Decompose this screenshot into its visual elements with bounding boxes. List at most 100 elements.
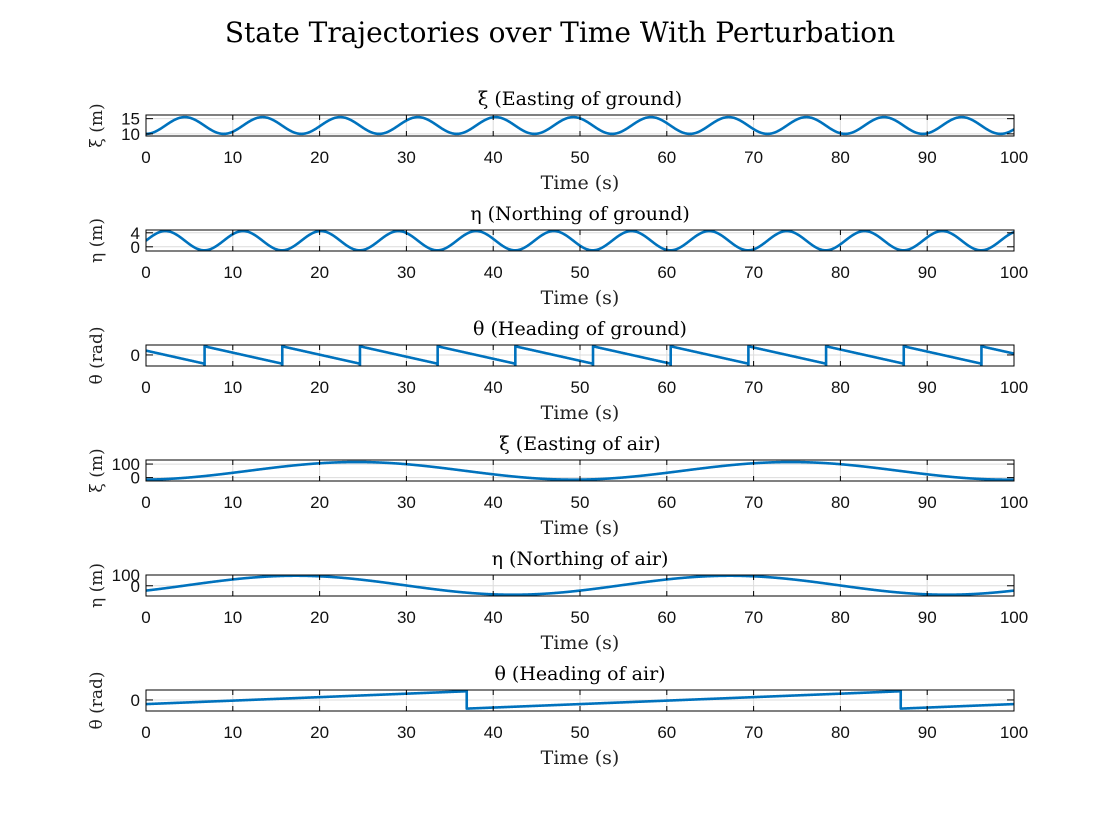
x-tick-label: 50 (571, 608, 590, 627)
x-tick-label: 20 (310, 378, 329, 397)
y-tick-label: 10 (121, 125, 140, 144)
x-tick-label: 30 (397, 378, 416, 397)
y-tick-label: 0 (131, 691, 140, 710)
subplot-title: ξ (Easting of air) (499, 433, 660, 455)
x-tick-label: 80 (831, 723, 850, 742)
x-tick-label: 70 (744, 493, 763, 512)
x-tick-label: 80 (831, 608, 850, 627)
x-tick-label: 70 (744, 148, 763, 167)
x-tick-label: 0 (141, 723, 150, 742)
x-tick-label: 80 (831, 263, 850, 282)
x-tick-label: 0 (141, 378, 150, 397)
x-tick-label: 0 (141, 493, 150, 512)
x-tick-label: 40 (484, 723, 503, 742)
subplot-title: ξ (Easting of ground) (478, 88, 682, 110)
y-tick-label: 0 (131, 469, 140, 488)
x-tick-label: 100 (1000, 493, 1028, 512)
x-tick-label: 90 (918, 148, 937, 167)
subplot-3: 0 10 20 30 40 50 60 70 80 90 100 0 θ (Heading of gro… (87, 318, 1028, 424)
x-tick-label: 70 (744, 378, 763, 397)
y-axis-label: θ (rad) (87, 326, 107, 384)
series-line (146, 690, 1014, 710)
x-tick-label: 30 (397, 493, 416, 512)
x-tick-label: 80 (831, 493, 850, 512)
subplot-title: θ (Heading of air) (494, 663, 665, 685)
y-axis-label: θ (rad) (87, 671, 107, 729)
x-tick-label: 90 (918, 493, 937, 512)
figure-title: State Trajectories over Time With Pertur… (225, 16, 895, 49)
x-tick-label: 90 (918, 608, 937, 627)
y-tick-label: 100 (112, 566, 140, 585)
x-tick-label: 10 (223, 378, 242, 397)
x-tick-label: 30 (397, 148, 416, 167)
subplot-6: 0 10 20 30 40 50 60 70 80 90 100 0 θ (Heading of air… (87, 663, 1028, 769)
x-axis-label: Time (s) (541, 287, 620, 309)
x-tick-label: 60 (657, 148, 676, 167)
x-tick-label: 100 (1000, 263, 1028, 282)
y-axis-label: ξ (m) (87, 448, 107, 492)
x-tick-label: 90 (918, 723, 937, 742)
y-tick-label: 4 (131, 224, 140, 243)
x-tick-label: 40 (484, 608, 503, 627)
x-tick-label: 90 (918, 378, 937, 397)
x-tick-label: 0 (141, 263, 150, 282)
x-tick-label: 20 (310, 608, 329, 627)
x-tick-label: 10 (223, 493, 242, 512)
x-tick-label: 10 (223, 723, 242, 742)
subplot-title: η (Northing of air) (492, 548, 669, 570)
x-tick-label: 20 (310, 263, 329, 282)
x-tick-label: 10 (223, 263, 242, 282)
x-tick-label: 70 (744, 608, 763, 627)
x-tick-label: 80 (831, 378, 850, 397)
x-tick-label: 60 (657, 723, 676, 742)
y-tick-label: 100 (112, 455, 140, 474)
series-line (146, 575, 1014, 596)
x-tick-label: 50 (571, 263, 590, 282)
x-tick-label: 20 (310, 723, 329, 742)
x-tick-label: 40 (484, 148, 503, 167)
x-tick-label: 60 (657, 378, 676, 397)
y-axis-label: ξ (m) (87, 103, 107, 147)
x-tick-label: 80 (831, 148, 850, 167)
x-tick-label: 70 (744, 263, 763, 282)
x-tick-label: 50 (571, 148, 590, 167)
x-tick-label: 50 (571, 378, 590, 397)
x-axis-label: Time (s) (541, 632, 620, 654)
x-tick-label: 30 (397, 608, 416, 627)
y-tick-label: 0 (131, 346, 140, 365)
x-tick-label: 100 (1000, 723, 1028, 742)
x-tick-label: 100 (1000, 608, 1028, 627)
y-tick-label: 0 (131, 238, 140, 257)
y-axis-label: η (m) (87, 218, 107, 263)
x-tick-label: 40 (484, 263, 503, 282)
x-tick-label: 10 (223, 148, 242, 167)
x-tick-label: 30 (397, 723, 416, 742)
x-tick-label: 60 (657, 263, 676, 282)
x-tick-label: 30 (397, 263, 416, 282)
x-tick-label: 10 (223, 608, 242, 627)
y-tick-label: 15 (121, 110, 140, 129)
series-line (146, 230, 1014, 251)
x-tick-label: 50 (571, 723, 590, 742)
subplot-title: η (Northing of ground) (470, 203, 690, 225)
x-tick-label: 60 (657, 493, 676, 512)
series-line (146, 345, 1014, 366)
x-axis-label: Time (s) (541, 517, 620, 539)
x-axis-label: Time (s) (541, 747, 620, 769)
x-tick-label: 40 (484, 493, 503, 512)
y-axis-label: η (m) (87, 563, 107, 608)
x-tick-label: 100 (1000, 148, 1028, 167)
x-tick-label: 50 (571, 493, 590, 512)
y-tick-label: 0 (131, 577, 140, 596)
x-axis-label: Time (s) (541, 172, 620, 194)
subplot-title: θ (Heading of ground) (473, 318, 687, 340)
x-tick-label: 20 (310, 493, 329, 512)
x-tick-label: 20 (310, 148, 329, 167)
x-tick-label: 40 (484, 378, 503, 397)
x-tick-label: 90 (918, 263, 937, 282)
